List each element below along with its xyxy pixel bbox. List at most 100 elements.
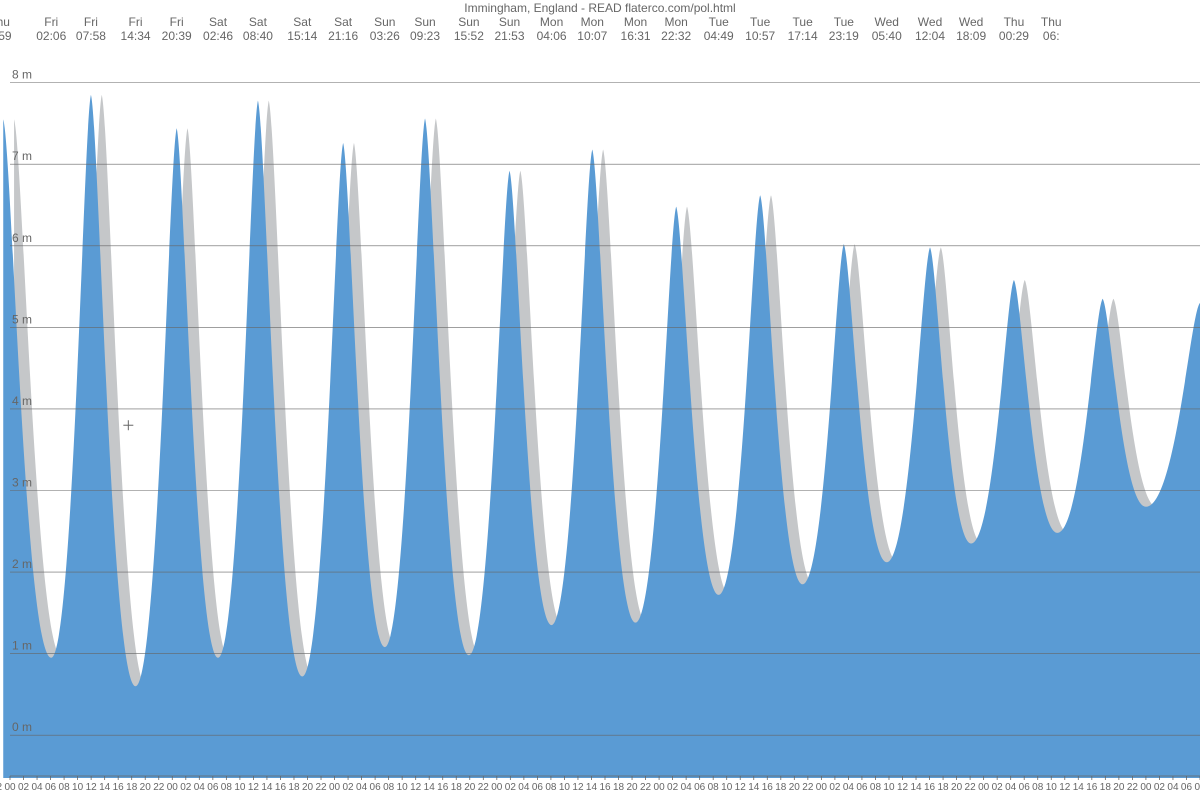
x-tick-label: 18	[775, 782, 787, 793]
x-tick-label: 18	[288, 782, 300, 793]
x-tick-label: 00	[1140, 782, 1152, 793]
header-day: Tue	[793, 15, 814, 29]
x-tick-label: 22	[965, 782, 977, 793]
header-time: 07:58	[76, 29, 106, 43]
x-tick-label: 12	[897, 782, 909, 793]
x-tick-label: 10	[559, 782, 571, 793]
x-tick-label: 10	[234, 782, 246, 793]
chart-title: Immingham, England - READ flaterco.com/p…	[464, 1, 735, 15]
x-tick-label: 12	[410, 782, 422, 793]
x-tick-label: 04	[518, 782, 530, 793]
x-tick-label: 08	[545, 782, 557, 793]
header-day: Wed	[918, 15, 942, 29]
header-day: Tue	[709, 15, 730, 29]
x-tick-label: 00	[978, 782, 990, 793]
header-time: 14:34	[121, 29, 151, 43]
x-tick-label: 08	[59, 782, 71, 793]
x-tick-label: 18	[613, 782, 625, 793]
x-tick-label: 22	[0, 782, 2, 793]
x-tick-label: 18	[451, 782, 463, 793]
header-time: 03:26	[370, 29, 400, 43]
x-tick-label: 06	[1181, 782, 1193, 793]
header-time: 17:14	[788, 29, 818, 43]
x-tick-label: 16	[1086, 782, 1098, 793]
header-day: Sun	[414, 15, 435, 29]
x-tick-label: 14	[99, 782, 111, 793]
y-tick-label: 8 m	[12, 68, 32, 82]
x-tick-label: 04	[31, 782, 43, 793]
header-day: Thu	[1041, 15, 1062, 29]
x-tick-label: 14	[748, 782, 760, 793]
x-tick-label: 20	[626, 782, 638, 793]
header-time: 20:39	[162, 29, 192, 43]
x-tick-label: 00	[654, 782, 666, 793]
header-day: Wed	[959, 15, 983, 29]
x-tick-label: 12	[735, 782, 747, 793]
header-time: 08:40	[243, 29, 273, 43]
x-tick-label: 16	[924, 782, 936, 793]
header-day: Mon	[581, 15, 604, 29]
x-tick-label: 06	[694, 782, 706, 793]
x-tick-label: 22	[802, 782, 814, 793]
header-time: 05:40	[872, 29, 902, 43]
header-day: Sun	[374, 15, 395, 29]
x-tick-label: 14	[586, 782, 598, 793]
x-tick-label: 02	[180, 782, 192, 793]
x-tick-label: 00	[491, 782, 503, 793]
y-tick-label: 5 m	[12, 312, 32, 326]
header-time: 00:29	[999, 29, 1029, 43]
x-tick-label: 12	[1059, 782, 1071, 793]
tide-chart: 0 m1 m2 m3 m4 m5 m6 m7 m8 m2200020406081…	[0, 0, 1200, 800]
y-tick-label: 1 m	[12, 639, 32, 653]
header-day: Fri	[84, 15, 98, 29]
x-tick-label: 14	[424, 782, 436, 793]
y-tick-label: 3 m	[12, 475, 32, 489]
header-day: Sun	[499, 15, 520, 29]
header-day: Wed	[875, 15, 899, 29]
x-tick-label: 08	[708, 782, 720, 793]
x-tick-label: 22	[478, 782, 490, 793]
x-tick-label: 16	[437, 782, 449, 793]
x-tick-label: 04	[194, 782, 206, 793]
x-tick-label: 18	[126, 782, 138, 793]
header-time: 10:57	[745, 29, 775, 43]
header-time: 02:06	[36, 29, 66, 43]
x-tick-label: 08	[1032, 782, 1044, 793]
x-tick-label: 08	[870, 782, 882, 793]
header-day: Fri	[44, 15, 58, 29]
x-tick-label: 20	[464, 782, 476, 793]
header-time: 16:31	[621, 29, 651, 43]
header-day: Mon	[624, 15, 647, 29]
x-tick-label: 10	[721, 782, 733, 793]
x-tick-label: 14	[910, 782, 922, 793]
x-tick-label: 14	[261, 782, 273, 793]
x-tick-label: 08	[383, 782, 395, 793]
y-tick-label: 6 m	[12, 231, 32, 245]
y-tick-label: 4 m	[12, 394, 32, 408]
x-tick-label: 16	[275, 782, 287, 793]
tide-chart-svg: 0 m1 m2 m3 m4 m5 m6 m7 m8 m2200020406081…	[0, 0, 1200, 800]
x-tick-label: 10	[72, 782, 84, 793]
x-tick-label: 22	[1127, 782, 1139, 793]
x-tick-label: 02	[343, 782, 355, 793]
header-day: Tue	[834, 15, 855, 29]
x-tick-label: 08	[221, 782, 233, 793]
header-time: 23:19	[829, 29, 859, 43]
header-day: Fri	[170, 15, 184, 29]
header-day: Fri	[129, 15, 143, 29]
x-tick-label: 12	[86, 782, 98, 793]
x-tick-label: 22	[640, 782, 652, 793]
x-tick-label: 14	[1073, 782, 1085, 793]
header-day: Mon	[540, 15, 563, 29]
header-time: 18:09	[956, 29, 986, 43]
x-tick-label: 16	[762, 782, 774, 793]
header-time: 15:14	[287, 29, 317, 43]
x-tick-label: 06	[45, 782, 57, 793]
x-tick-label: 04	[1167, 782, 1179, 793]
x-tick-label: 12	[248, 782, 260, 793]
x-tick-label: 04	[1005, 782, 1017, 793]
x-tick-label: 20	[140, 782, 152, 793]
header-day: Sat	[209, 15, 228, 29]
header-time: 02:46	[203, 29, 233, 43]
x-tick-label: 22	[153, 782, 165, 793]
